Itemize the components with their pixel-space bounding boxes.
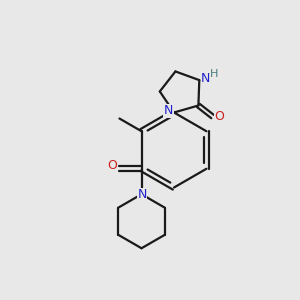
Text: N: N [164,104,173,118]
Text: H: H [210,69,218,79]
Text: N: N [137,188,147,201]
Text: N: N [201,72,211,85]
Text: O: O [107,159,117,172]
Text: O: O [214,110,224,123]
